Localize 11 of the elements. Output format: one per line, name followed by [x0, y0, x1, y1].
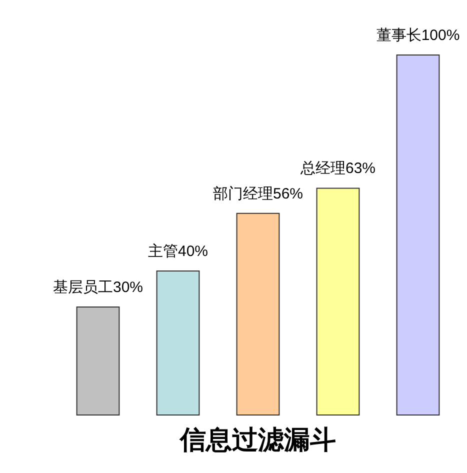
data-label: 主管40% [148, 243, 208, 260]
bar [76, 306, 120, 416]
data-label: 董事长100% [376, 27, 460, 44]
bar [316, 188, 360, 416]
data-label: 部门经理56% [212, 185, 304, 202]
bar [236, 212, 280, 416]
data-label: 基层员工30% [52, 279, 144, 296]
text: 信息过滤漏斗 [179, 424, 336, 454]
bar [156, 270, 200, 416]
bar [396, 54, 440, 416]
data-label: 总经理63% [299, 160, 376, 178]
